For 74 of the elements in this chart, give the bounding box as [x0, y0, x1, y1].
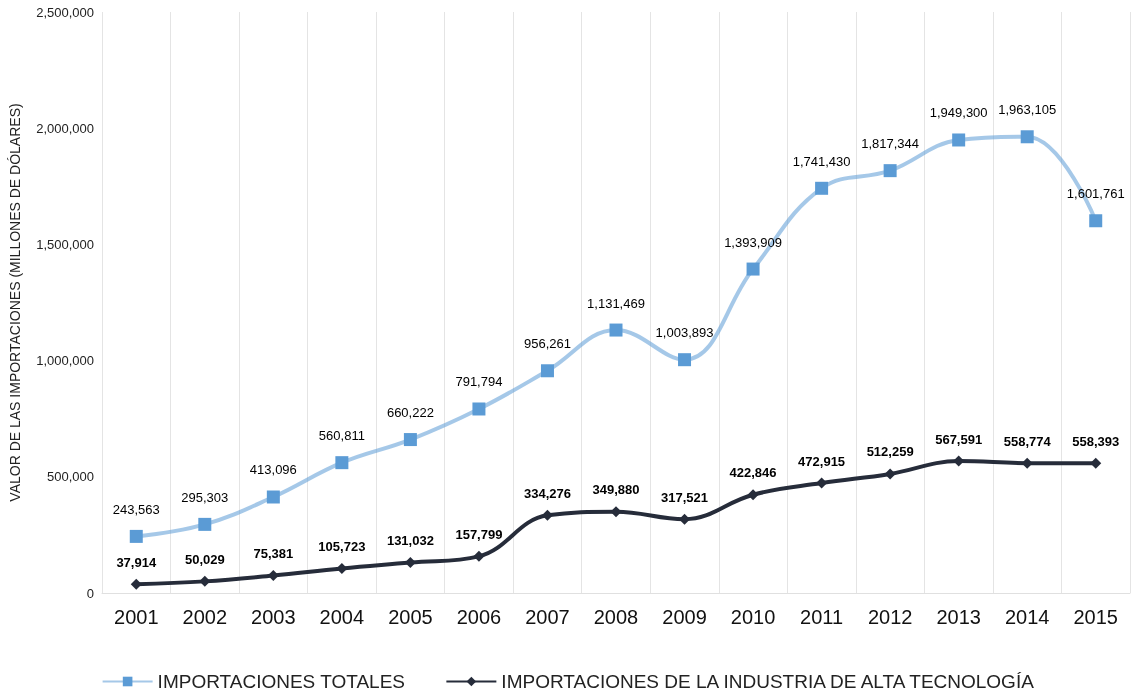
x-tick-label: 2010 — [730, 606, 776, 628]
legend-label: IMPORTACIONES TOTALES — [157, 671, 406, 692]
x-tick-label: 2015 — [1073, 606, 1118, 628]
data-label: 105,723 — [318, 538, 366, 554]
x-tick-label: 2001 — [114, 606, 159, 628]
point — [266, 490, 280, 504]
x-tick-label: 2003 — [251, 606, 296, 628]
data-label: 349,880 — [592, 482, 640, 498]
data-label: 472,915 — [798, 453, 846, 469]
point — [473, 550, 485, 562]
y-tick-label: 1,500,000 — [36, 236, 94, 252]
data-label: 567,591 — [935, 431, 983, 447]
x-tick-label: 2005 — [388, 606, 433, 628]
data-label: 131,032 — [386, 533, 434, 549]
data-label: 512,259 — [866, 444, 914, 460]
point — [883, 164, 897, 178]
data-label: 50,029 — [184, 551, 225, 567]
x-tick-label: 2009 — [662, 606, 707, 628]
point — [1089, 214, 1103, 228]
point — [403, 433, 417, 447]
x-tick-label: 2008 — [593, 606, 639, 628]
data-label: 1,601,761 — [1066, 186, 1125, 202]
data-label: 1,963,105 — [998, 102, 1057, 118]
data-label: 791,794 — [455, 374, 503, 390]
data-label: 295,303 — [181, 489, 229, 505]
point — [198, 517, 212, 531]
x-tick-label: 2006 — [456, 606, 502, 628]
data-label: 558,393 — [1072, 433, 1120, 449]
y-tick-label: 500,000 — [47, 469, 94, 485]
data-label: 157,799 — [455, 526, 503, 542]
y-tick-label: 2,500,000 — [36, 4, 94, 20]
data-label: 37,914 — [116, 554, 157, 570]
x-tick-label: 2007 — [525, 606, 570, 628]
data-label: 1,949,300 — [929, 105, 988, 121]
data-label: 1,741,430 — [792, 153, 851, 169]
data-label: 75,381 — [253, 545, 294, 561]
point — [609, 323, 623, 337]
x-tick-label: 2013 — [936, 606, 981, 628]
x-tick-label: 2014 — [1004, 606, 1050, 628]
y-tick-label: 1,000,000 — [36, 353, 94, 369]
data-label: 558,774 — [1003, 433, 1052, 449]
data-label: 956,261 — [523, 336, 571, 352]
data-label: 1,003,893 — [655, 325, 714, 341]
y-tick-label: 0 — [86, 585, 94, 601]
point — [1090, 457, 1102, 469]
x-tick-label: 2011 — [800, 606, 844, 628]
data-label: 660,222 — [386, 405, 434, 421]
data-label: 413,096 — [249, 462, 297, 478]
point — [746, 262, 760, 276]
point — [747, 489, 759, 501]
legend-label: IMPORTACIONES DE LA INDUSTRIA DE ALTA TECNOLOGÍA — [501, 671, 1035, 692]
y-axis-title: VALOR DE LAS IMPORTACIONES (MILLONES DE DÓLARES) — [7, 103, 23, 502]
point — [678, 353, 692, 367]
x-tick-label: 2012 — [867, 606, 913, 628]
data-label: 560,811 — [318, 428, 365, 444]
y-tick-label: 2,000,000 — [36, 120, 94, 136]
point — [335, 456, 349, 470]
point — [541, 509, 553, 521]
point — [129, 529, 143, 543]
point — [1020, 130, 1034, 144]
point — [815, 181, 829, 195]
point — [540, 364, 554, 378]
point — [884, 468, 896, 480]
data-label: 1,131,469 — [587, 295, 645, 311]
point — [952, 133, 966, 147]
point — [472, 402, 486, 416]
x-tick-label: 2002 — [182, 606, 228, 628]
data-label: 422,846 — [729, 465, 777, 481]
x-tick-label: 2004 — [319, 606, 365, 628]
data-label: 243,563 — [112, 501, 160, 517]
data-label: 1,817,344 — [861, 136, 920, 152]
data-label: 317,521 — [661, 489, 709, 505]
data-label: 1,393,909 — [724, 234, 782, 250]
data-label: 334,276 — [523, 485, 571, 501]
